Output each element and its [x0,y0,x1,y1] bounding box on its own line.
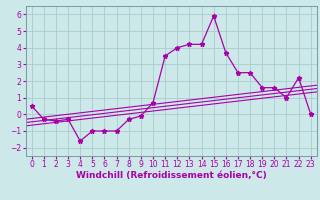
X-axis label: Windchill (Refroidissement éolien,°C): Windchill (Refroidissement éolien,°C) [76,171,267,180]
